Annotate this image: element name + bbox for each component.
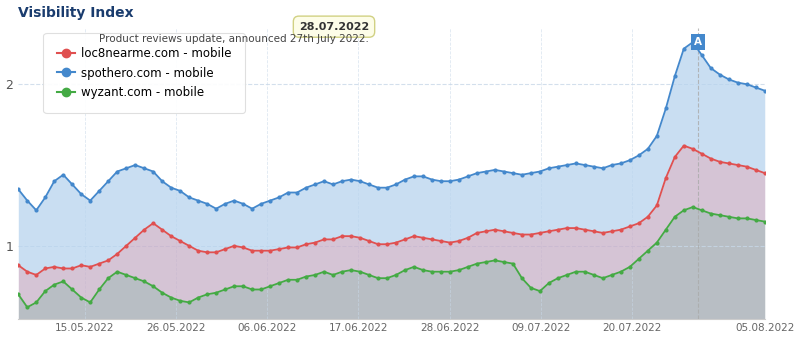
Text: Product reviews update, announced 27th July 2022.: Product reviews update, announced 27th J… xyxy=(99,34,369,44)
Text: A: A xyxy=(694,37,702,47)
Text: Visibility Index: Visibility Index xyxy=(18,5,134,20)
Legend: loc8nearme.com - mobile, spothero.com - mobile, wyzant.com - mobile: loc8nearme.com - mobile, spothero.com - … xyxy=(46,37,242,110)
Text: 28.07.2022: 28.07.2022 xyxy=(299,22,369,32)
